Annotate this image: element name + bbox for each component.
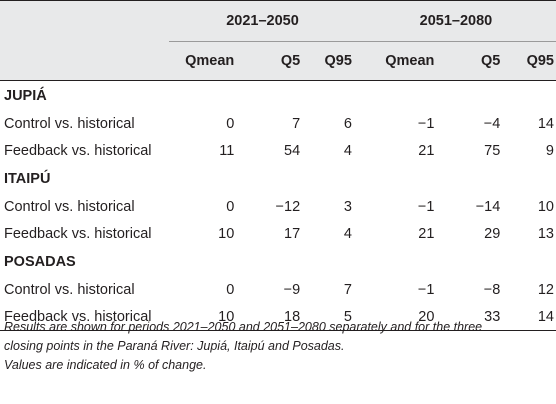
header-blank <box>0 41 170 81</box>
table-row: Control vs. historical 0 −9 7 −1 −8 12 <box>0 276 556 303</box>
cell-value: 14 <box>537 115 554 132</box>
cell-value: −9 <box>283 281 301 298</box>
cell-value: −1 <box>417 115 435 132</box>
table-row: Feedback vs. historical 11 54 4 21 75 9 <box>0 137 556 164</box>
cell-value: 5 <box>300 303 356 331</box>
cell-value: −14 <box>475 198 501 215</box>
cell-value: 7 <box>292 115 301 132</box>
row-label: Control vs. historical <box>4 281 135 298</box>
table-row: Feedback vs. historical 10 17 4 21 29 13 <box>0 220 556 247</box>
cell-value: 10 <box>169 303 235 331</box>
header-row-periods: 2021–2050 2051–2080 <box>0 0 556 42</box>
group-row: POSADAS <box>0 247 556 276</box>
cell-value: 18 <box>234 303 301 331</box>
cell-value: 20 <box>355 303 435 331</box>
cell-value: −8 <box>483 281 501 298</box>
group-name: POSADAS <box>4 253 76 270</box>
cell-value: 10 <box>218 225 235 242</box>
cell-value: 0 <box>226 281 235 298</box>
header-period-2: 2051–2080 <box>355 0 556 42</box>
row-label: Control vs. historical <box>4 198 135 215</box>
cell-value: 6 <box>343 115 352 132</box>
header-row-columns: Qmean Q5 Q95 Qmean Q5 Q95 <box>0 41 556 81</box>
cell-value: 54 <box>284 142 301 159</box>
table-footnote: Results are shown for periods 2021–2050 … <box>4 318 552 375</box>
row-label: Feedback vs. historical <box>4 225 152 242</box>
cell-value: 75 <box>484 142 501 159</box>
cell-value: 17 <box>284 225 301 242</box>
cell-value: 21 <box>418 225 435 242</box>
cell-value: 4 <box>343 225 352 242</box>
cell-value: 4 <box>343 142 352 159</box>
column-header: Q5 <box>434 41 501 81</box>
cell-value: 0 <box>226 115 235 132</box>
cell-value: 9 <box>545 142 554 159</box>
group-name: ITAIPÚ <box>4 170 51 187</box>
column-header: Q95 <box>500 41 556 81</box>
cell-value: 13 <box>537 225 554 242</box>
cell-value: 12 <box>537 281 554 298</box>
group-row: JUPIÁ <box>0 81 556 111</box>
cell-value: 29 <box>484 225 501 242</box>
column-header: Qmean <box>355 41 435 81</box>
footnote-line: closing points in the Paraná River: Jupi… <box>4 339 345 353</box>
cell-value: −1 <box>417 198 435 215</box>
footnote-line: Values are indicated in % of change. <box>4 358 207 372</box>
group-name: JUPIÁ <box>4 87 47 104</box>
table-row: Control vs. historical 0 −12 3 −1 −14 10 <box>0 193 556 220</box>
cell-value: 33 <box>434 303 501 331</box>
cell-value: 11 <box>219 142 235 159</box>
row-label: Feedback vs. historical <box>4 142 152 159</box>
cell-value: 10 <box>537 198 554 215</box>
cell-value: 0 <box>226 198 235 215</box>
column-header: Q95 <box>300 41 356 81</box>
column-header: Qmean <box>169 41 235 81</box>
cell-value: −12 <box>275 198 301 215</box>
row-label: Control vs. historical <box>4 115 135 132</box>
cell-value: −4 <box>483 115 501 132</box>
cell-value: 21 <box>418 142 435 159</box>
cell-value: 7 <box>343 281 352 298</box>
table-row: Control vs. historical 0 7 6 −1 −4 14 <box>0 110 556 137</box>
table-row: Feedback vs. historical 10 18 5 20 33 14 <box>0 303 556 331</box>
column-header: Q5 <box>234 41 301 81</box>
row-label: Feedback vs. historical <box>0 303 170 331</box>
header-period-1: 2021–2050 <box>169 0 356 42</box>
cell-value: 14 <box>500 303 556 331</box>
cell-value: −1 <box>417 281 435 298</box>
cell-value: 3 <box>343 198 352 215</box>
results-table: 2021–2050 2051–2080 Qmean Q5 Q95 Qmean Q… <box>0 0 556 331</box>
group-row: ITAIPÚ <box>0 164 556 193</box>
header-corner <box>0 0 170 42</box>
footnote-line: Results are shown for periods 2021–2050 … <box>4 320 483 334</box>
